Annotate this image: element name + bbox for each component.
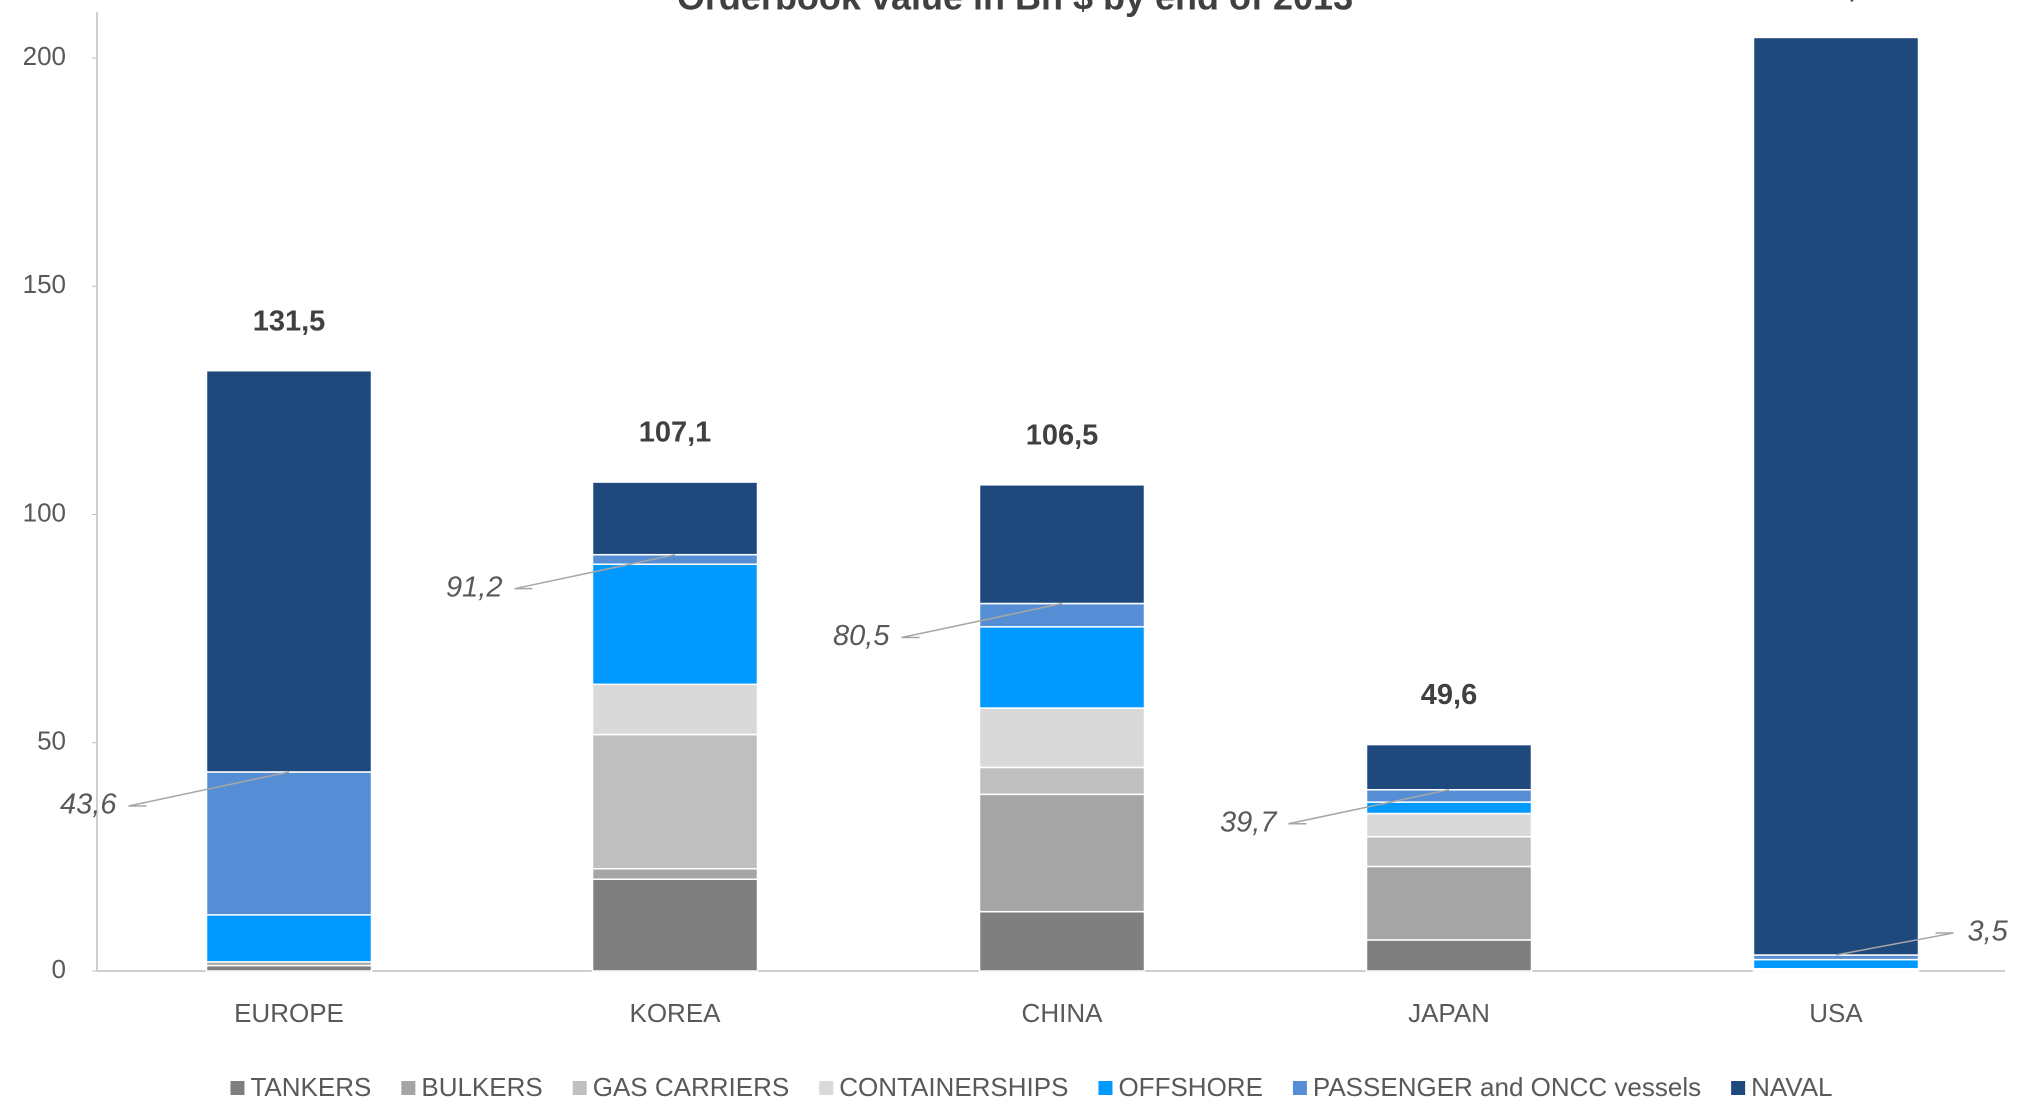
bar-segment [978, 626, 1146, 709]
legend-swatch [819, 1081, 834, 1095]
total-label: 106,5 [1026, 419, 1099, 451]
bar-segment [1365, 865, 1533, 941]
bar-segment [1752, 36, 1920, 956]
bar-segment [1752, 958, 1920, 970]
bar-segment [1365, 801, 1533, 815]
legend-label: TANKERS [250, 1072, 371, 1102]
bar-segment [591, 683, 759, 736]
x-tick-label: EUROPE [234, 998, 344, 1028]
legend-label: OFFSHORE [1118, 1072, 1262, 1102]
x-tick-label: JAPAN [1408, 998, 1490, 1028]
legend-label: BULKERS [421, 1072, 542, 1102]
callout-leader [514, 553, 676, 590]
bar-segment [1365, 812, 1533, 838]
y-tick-label: 150 [23, 269, 66, 299]
bar-segment [591, 563, 759, 686]
bar-segment [591, 733, 759, 870]
bar-segment [205, 964, 373, 972]
bar-segment [591, 878, 759, 972]
bar-segment [978, 766, 1146, 796]
legend: TANKERS BULKERS GAS CARRIERS CONTAINERSHIPS… [230, 1072, 1833, 1102]
x-tick-label: USA [1809, 998, 1863, 1028]
legend-swatch [572, 1081, 587, 1095]
legend-label: GAS CARRIERS [593, 1072, 790, 1102]
callout-label: 80,5 [833, 620, 890, 652]
callout-leader [1835, 932, 1954, 956]
legend-swatch [1098, 1081, 1113, 1095]
bar-segment [205, 771, 373, 916]
bar-segment [591, 867, 759, 880]
legend-label: PASSENGER and ONCC vessels [1313, 1072, 1701, 1102]
callout-leader [128, 771, 290, 807]
chart-title: Orderbook value in Bn $ by end of 2013 [677, 0, 1353, 18]
bar-segment [1365, 939, 1533, 972]
bar-segment [1365, 743, 1533, 791]
bar-segment [1365, 836, 1533, 868]
bar-segment [978, 707, 1146, 769]
total-label: 107,1 [639, 417, 712, 449]
total-label: 131,5 [253, 305, 326, 337]
bar-segment [1365, 789, 1533, 803]
legend-swatch [401, 1081, 416, 1095]
total-label: 204,5 [1800, 0, 1873, 4]
callout-label: 39,7 [1220, 806, 1278, 838]
legend-swatch [230, 1081, 245, 1095]
bar-segment [591, 481, 759, 556]
callout-label: 3,5 [1968, 916, 2009, 948]
bar-segment [591, 553, 759, 566]
callout-leader [1288, 789, 1450, 825]
bar-segment [205, 914, 373, 963]
bar-segment [978, 484, 1146, 605]
legend-swatch [1292, 1081, 1307, 1095]
y-tick-label: 100 [23, 497, 66, 527]
legend-label: CONTAINERSHIPS [839, 1072, 1068, 1102]
legend-swatch [1731, 1081, 1746, 1095]
legend-label: NAVAL [1751, 1072, 1832, 1102]
callout-label: 91,2 [446, 571, 502, 603]
bar-segment [978, 793, 1146, 913]
bar-segment [978, 910, 1146, 972]
y-tick-label: 0 [52, 954, 66, 984]
y-tick-label: 200 [23, 41, 66, 71]
total-label: 49,6 [1421, 679, 1477, 711]
bar-segment [205, 369, 373, 773]
x-tick-label: KOREA [629, 998, 721, 1028]
callout-label: 43,6 [60, 789, 117, 821]
y-tick-label: 50 [37, 726, 66, 756]
x-tick-label: CHINA [1022, 998, 1104, 1028]
callout-leader [901, 602, 1063, 639]
